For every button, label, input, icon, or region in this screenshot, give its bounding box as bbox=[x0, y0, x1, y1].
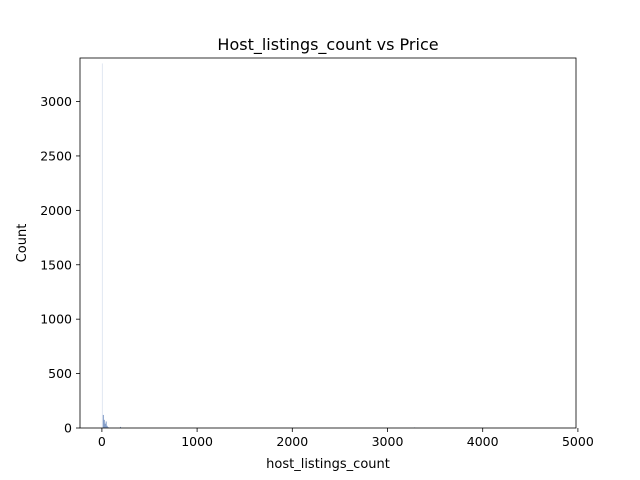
histogram-bar bbox=[101, 63, 103, 428]
x-tick-label: 1000 bbox=[181, 434, 213, 449]
y-axis: 0 500 1000 1500 2000 2500 3000 bbox=[40, 94, 80, 436]
plot-frame bbox=[79, 57, 577, 429]
histogram-bar bbox=[102, 414, 104, 428]
y-axis-label: Count bbox=[15, 224, 30, 263]
bars-group bbox=[101, 63, 416, 428]
y-tick-label: 2000 bbox=[40, 203, 72, 218]
histogram-bar bbox=[106, 425, 108, 428]
histogram-bar bbox=[107, 427, 109, 428]
histogram-bar bbox=[103, 419, 105, 428]
x-tick-label: 0 bbox=[98, 434, 106, 449]
x-tick-label: 2000 bbox=[276, 434, 308, 449]
x-tick-label: 3000 bbox=[372, 434, 404, 449]
y-tick-label: 1000 bbox=[40, 312, 72, 327]
histogram-bar bbox=[104, 423, 106, 428]
y-tick-label: 500 bbox=[48, 366, 72, 381]
y-tick-label: 3000 bbox=[40, 94, 72, 109]
x-axis: 0 1000 2000 3000 4000 5000 bbox=[98, 428, 594, 449]
histogram-bar bbox=[119, 426, 121, 428]
chart-title: Host_listings_count vs Price bbox=[217, 35, 438, 55]
x-tick-label: 4000 bbox=[467, 434, 499, 449]
y-tick-label: 2500 bbox=[40, 148, 72, 163]
y-tick-label: 1500 bbox=[40, 257, 72, 272]
x-tick-label: 5000 bbox=[562, 434, 594, 449]
histogram-bar bbox=[105, 421, 107, 428]
y-tick-label: 0 bbox=[64, 421, 72, 436]
x-axis-label: host_listings_count bbox=[266, 457, 390, 472]
